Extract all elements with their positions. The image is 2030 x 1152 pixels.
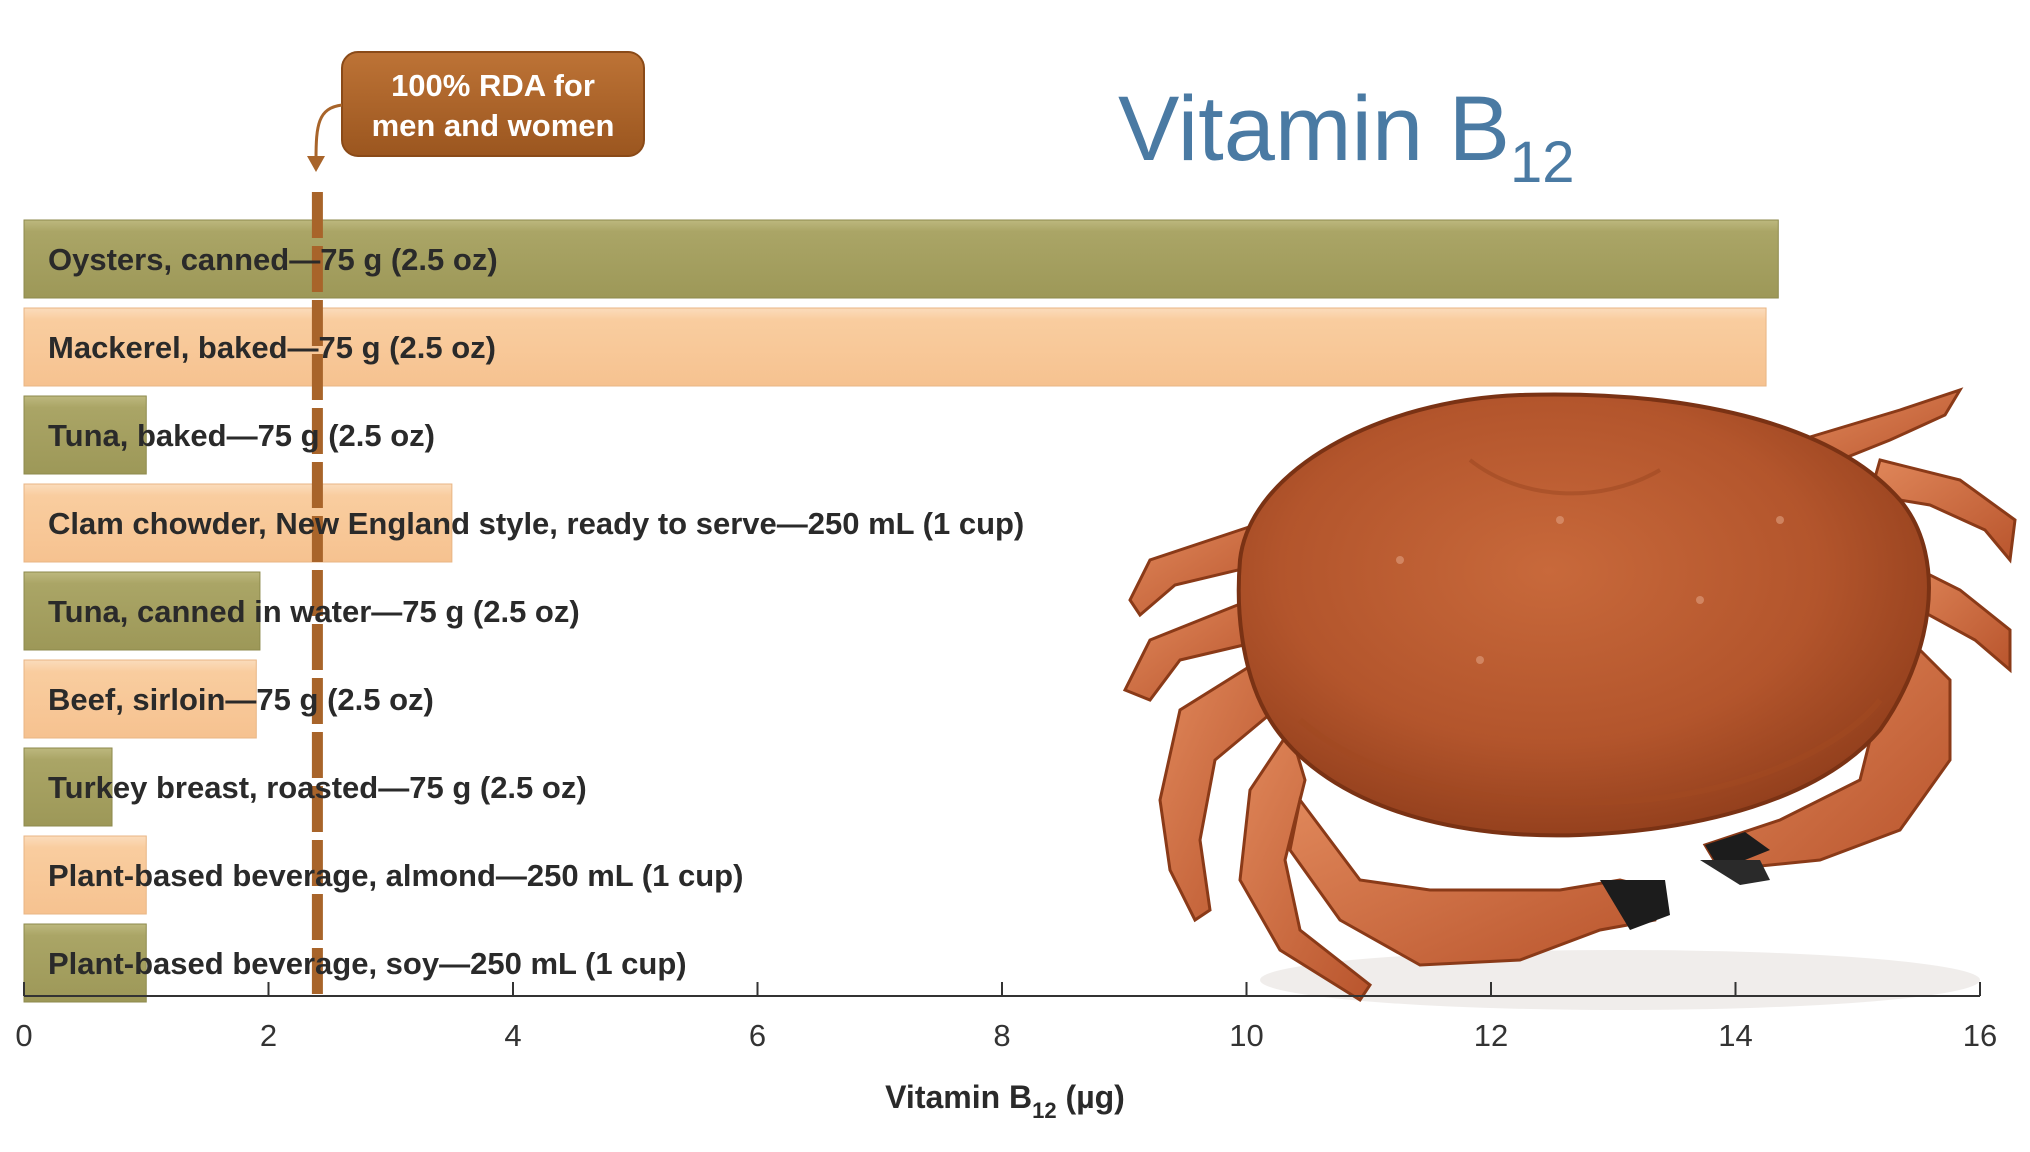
x-tick-label-4: 4: [504, 1018, 521, 1053]
bar-label-1: Oysters, canned—75 g (2.5 oz): [48, 242, 498, 277]
rda-callout: 100% RDA for men and women: [307, 51, 645, 172]
x-axis-label: Vitamin B12 (µg): [885, 1079, 1125, 1123]
bar-label-4: Clam chowder, New England style, ready t…: [48, 506, 1024, 541]
x-tick-label-2: 2: [260, 1018, 277, 1053]
x-tick-label-14: 14: [1718, 1018, 1752, 1053]
bar-7: [23, 747, 113, 827]
x-tick-label-12: 12: [1474, 1018, 1508, 1053]
x-tick-label-0: 0: [15, 1018, 32, 1053]
bar-label-7: Turkey breast, roasted—75 g (2.5 oz): [48, 770, 587, 805]
bar-5: [23, 571, 261, 651]
bar-label-2: Mackerel, baked—75 g (2.5 oz): [48, 330, 496, 365]
bar-8: [23, 835, 147, 915]
rda-callout-arrow: [314, 103, 343, 161]
rda-label-line2: men and women: [372, 108, 615, 143]
crab-photo-icon: [1122, 387, 2017, 1010]
bar-9: [23, 923, 147, 1003]
bar-label-9: Plant-based beverage, soy—250 mL (1 cup): [48, 946, 687, 981]
bar-6: [23, 659, 257, 739]
bar-4: [23, 483, 453, 563]
rda-label-line1: 100% RDA for: [391, 68, 595, 103]
bar-3: [23, 395, 147, 475]
x-tick-label-6: 6: [749, 1018, 766, 1053]
x-tick-label-16: 16: [1963, 1018, 1997, 1053]
bar-label-5: Tuna, canned in water—75 g (2.5 oz): [48, 594, 580, 629]
bar-label-8: Plant-based beverage, almond—250 mL (1 c…: [48, 858, 743, 893]
rda-arrowhead-icon: [307, 156, 325, 172]
x-tick-label-8: 8: [993, 1018, 1010, 1053]
bar-label-6: Beef, sirloin—75 g (2.5 oz): [48, 682, 434, 717]
chart-title: Vitamin B12: [1118, 78, 1575, 195]
x-tick-label-10: 10: [1229, 1018, 1263, 1053]
bar-label-3: Tuna, baked—75 g (2.5 oz): [48, 418, 435, 453]
